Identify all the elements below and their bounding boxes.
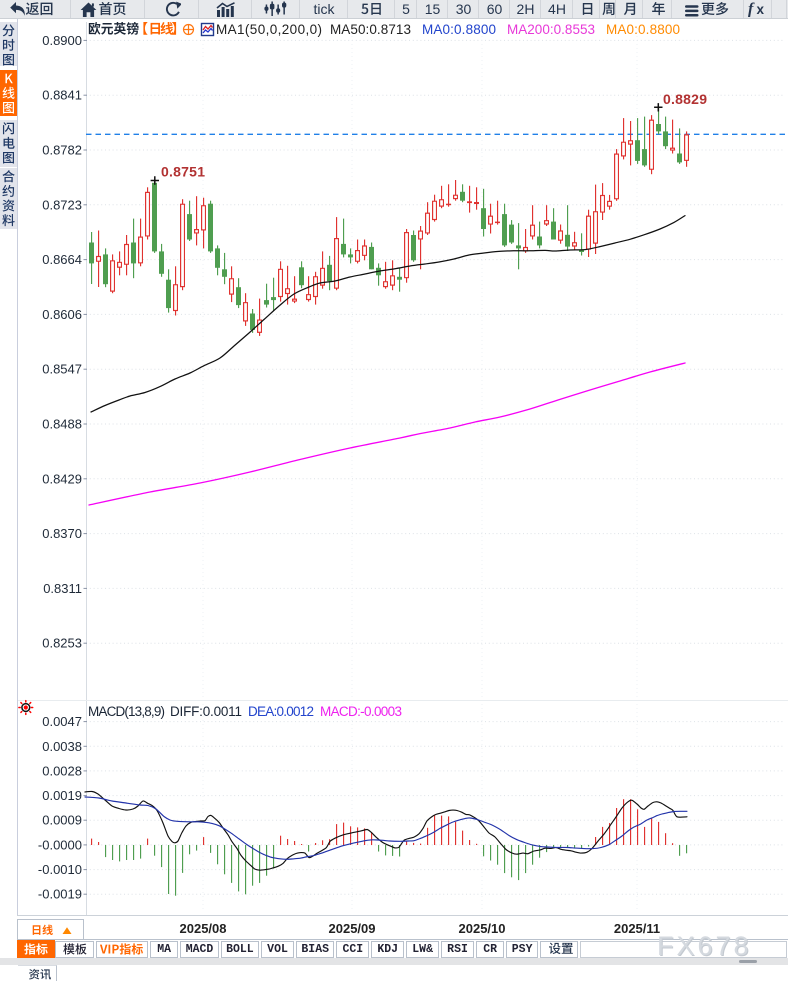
svg-text:0.0028: 0.0028 <box>42 763 82 778</box>
svg-text:DIFF:0.0011: DIFF:0.0011 <box>170 704 242 719</box>
svg-text:0.8829: 0.8829 <box>663 91 707 107</box>
svg-text:-0.0019: -0.0019 <box>38 887 82 902</box>
svg-text:0.8488: 0.8488 <box>42 417 82 432</box>
svg-text:0.8723: 0.8723 <box>42 197 82 212</box>
svg-text:0.8751: 0.8751 <box>161 164 205 180</box>
svg-text:0.8547: 0.8547 <box>42 362 82 377</box>
svg-text:f: f <box>748 1 755 17</box>
svg-text:MA50:0.8713: MA50:0.8713 <box>330 22 411 37</box>
svg-text:0.0019: 0.0019 <box>42 788 82 803</box>
svg-text:0.0038: 0.0038 <box>42 739 82 754</box>
svg-text:0.8900: 0.8900 <box>42 33 82 48</box>
svg-text:0.8429: 0.8429 <box>42 471 82 486</box>
svg-text:0.8782: 0.8782 <box>42 143 82 158</box>
svg-text:0.8606: 0.8606 <box>42 307 82 322</box>
svg-text:DEA:0.0012: DEA:0.0012 <box>248 704 314 719</box>
svg-text:0.8664: 0.8664 <box>42 252 82 267</box>
svg-text:x: x <box>757 2 765 17</box>
svg-text:0.8253: 0.8253 <box>42 636 82 651</box>
svg-text:-0.0000: -0.0000 <box>38 837 82 852</box>
svg-text:MACD(13,8,9): MACD(13,8,9) <box>88 704 165 719</box>
svg-text:MA1(50,0,200,0): MA1(50,0,200,0) <box>216 22 322 37</box>
svg-text:0.0047: 0.0047 <box>42 714 82 729</box>
svg-text:0.8841: 0.8841 <box>42 88 82 103</box>
svg-text:-0.0010: -0.0010 <box>38 862 82 877</box>
svg-text:MA0:0.8800: MA0:0.8800 <box>422 22 496 37</box>
svg-text:0.8311: 0.8311 <box>43 581 82 596</box>
svg-text:MA200:0.8553: MA200:0.8553 <box>507 22 595 37</box>
svg-text:MA0:0.8800: MA0:0.8800 <box>606 22 680 37</box>
svg-text:0.0009: 0.0009 <box>42 813 82 828</box>
svg-text:0.8370: 0.8370 <box>42 526 82 541</box>
svg-text:MACD:-0.0003: MACD:-0.0003 <box>320 704 402 719</box>
